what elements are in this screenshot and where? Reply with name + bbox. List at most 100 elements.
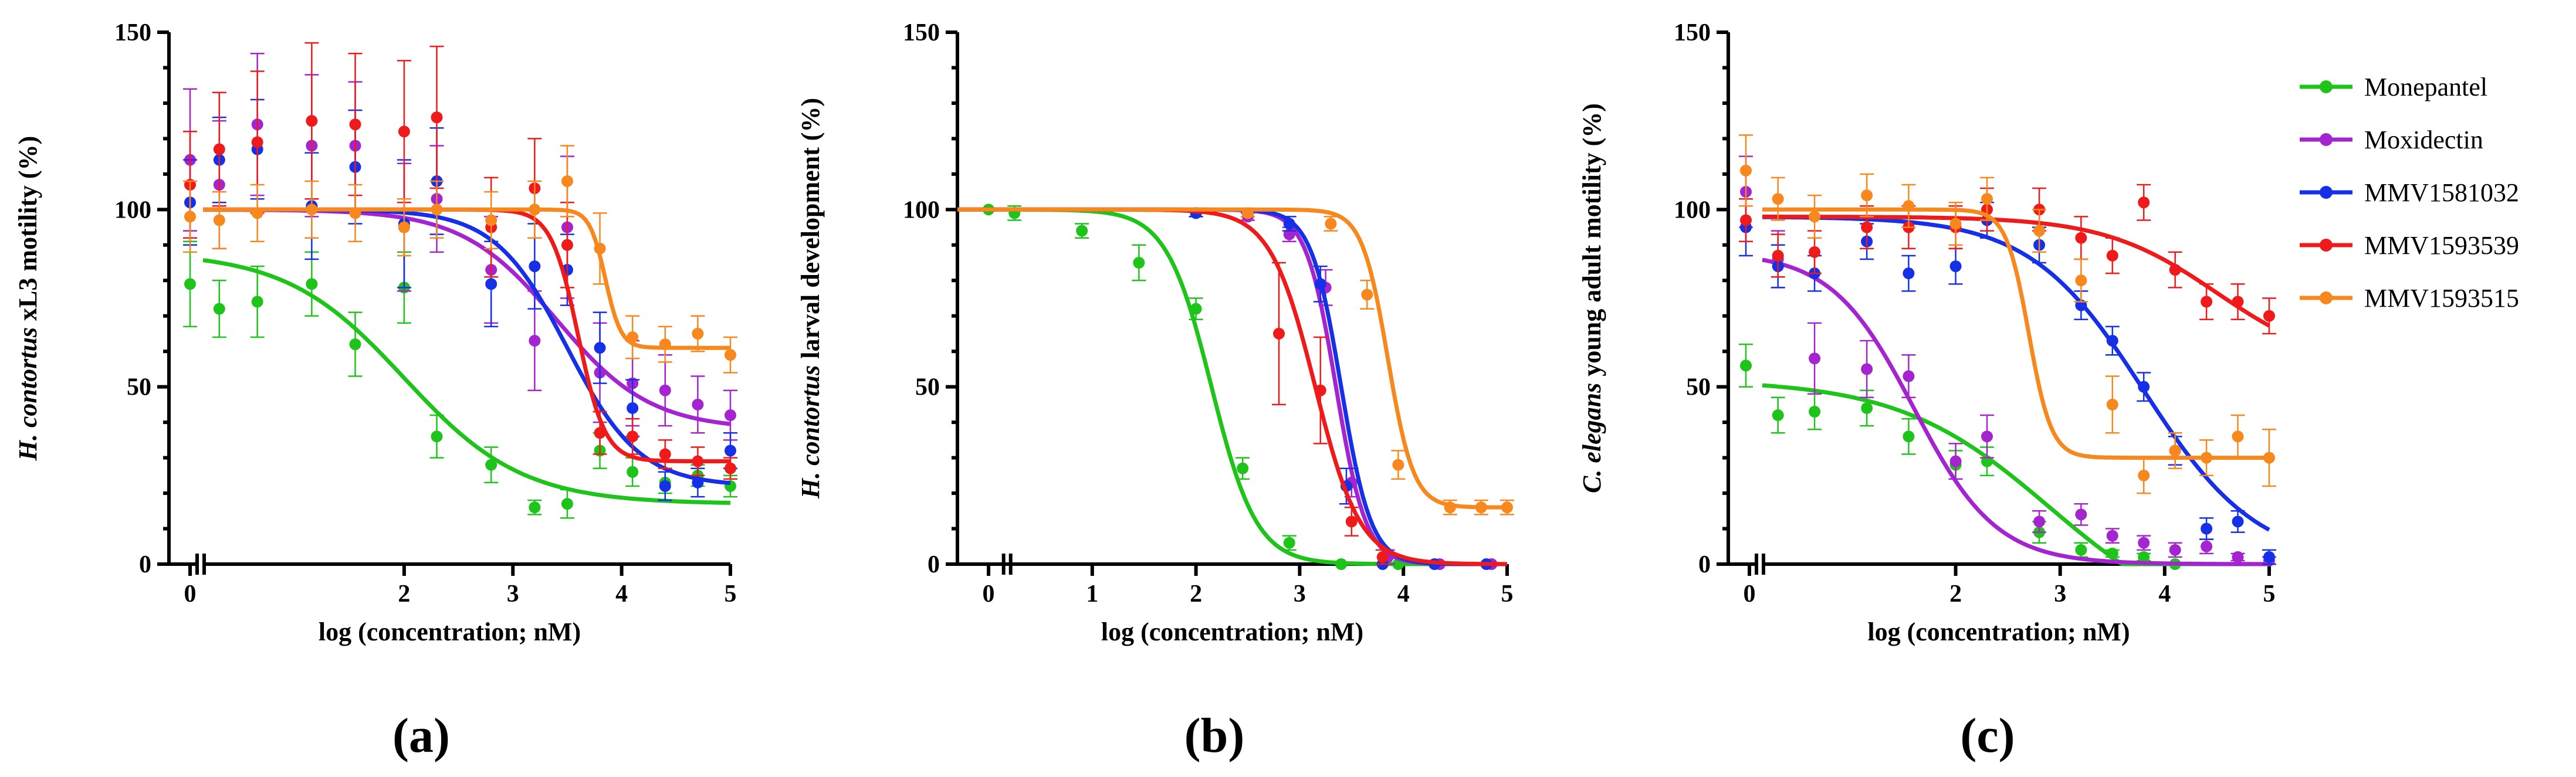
data-point xyxy=(1861,363,1873,375)
data-point xyxy=(1475,501,1487,514)
data-point xyxy=(561,175,573,187)
data-point xyxy=(659,338,671,351)
data-point xyxy=(1772,249,1784,262)
legend-label: Monepantel xyxy=(2364,73,2487,101)
y-axis-title-rest: larval development (%) xyxy=(796,98,825,365)
data-point xyxy=(692,398,704,410)
data-point xyxy=(2201,540,2213,552)
data-point xyxy=(1903,267,1915,280)
data-point xyxy=(1949,260,1962,273)
panel-a: 0 50 100 150 0 2 3 4 5 log (concentration; nM) H. … xyxy=(13,19,737,763)
data-point xyxy=(1501,501,1513,514)
data-point xyxy=(2138,537,2150,549)
data-point xyxy=(2169,544,2181,556)
panel-c: 0 50 100 150 0 2 3 4 5 log (concentration; nM) C. … xyxy=(1578,19,2276,763)
data-point xyxy=(1809,352,1821,365)
y-tick-label: 0 xyxy=(928,551,940,578)
data-point xyxy=(184,278,196,290)
data-point xyxy=(2232,296,2244,308)
data-point xyxy=(627,331,639,344)
x-tick-label: 5 xyxy=(725,581,737,608)
data-point xyxy=(1076,225,1088,237)
legend-item-moxidectin: Moxidectin xyxy=(2300,125,2483,154)
data-point xyxy=(485,459,497,471)
data-point xyxy=(594,427,606,439)
data-point xyxy=(2075,544,2087,556)
data-point xyxy=(213,303,225,315)
data-point xyxy=(1345,515,1358,528)
data-point xyxy=(398,125,410,138)
data-point xyxy=(1314,384,1326,396)
x-tick-label: 2 xyxy=(1190,581,1202,608)
fit-curve-moxidectin xyxy=(957,207,1507,566)
fit-curve-monepantel xyxy=(1762,383,2269,566)
data-point xyxy=(2232,430,2244,443)
data-point xyxy=(1273,327,1285,340)
x-axis-title: log (concentration; nM) xyxy=(319,617,581,646)
data-point xyxy=(627,402,639,414)
data-point xyxy=(1283,537,1295,549)
data-point xyxy=(2033,225,2046,237)
y-axis-title-italic: H. contortus xyxy=(13,327,42,461)
x-tick-label: 0 xyxy=(1744,581,1756,608)
fit-curve-mmv1593515 xyxy=(1762,207,2269,460)
series-mmv1581032 xyxy=(957,207,1507,570)
series-mmv1593515 xyxy=(957,207,1514,515)
data-point xyxy=(2106,398,2118,410)
panel-label: (c) xyxy=(1960,708,2015,763)
panel-label: (a) xyxy=(392,708,450,763)
data-point xyxy=(1949,455,1962,467)
y-axis-title: C. elegans young adult motility (%) xyxy=(1578,103,1606,493)
data-point xyxy=(2106,530,2118,542)
data-point xyxy=(2138,196,2150,209)
data-point xyxy=(561,498,573,510)
y-tick-label: 100 xyxy=(903,196,940,223)
series-moxidectin xyxy=(957,207,1507,570)
data-point xyxy=(725,445,736,457)
data-point xyxy=(485,278,497,290)
data-point xyxy=(2169,264,2181,276)
data-point xyxy=(1133,257,1145,269)
data-point xyxy=(2201,296,2213,308)
legend-label: MMV1581032 xyxy=(2364,178,2519,207)
fit-curve-mmv1593515 xyxy=(203,207,730,350)
data-point xyxy=(1444,501,1456,514)
data-point xyxy=(306,203,318,216)
data-point xyxy=(349,118,361,131)
data-point xyxy=(2138,469,2150,481)
fit-curve-mmv1593515 xyxy=(957,207,1507,510)
x-tick-label: 0 xyxy=(983,581,995,608)
x-tick-label: 4 xyxy=(1397,581,1410,608)
y-axis-title: H. contortus larval development (%) xyxy=(796,98,825,499)
x-tick-label: 5 xyxy=(1501,581,1514,608)
data-point xyxy=(1237,462,1249,474)
data-point xyxy=(431,111,443,124)
data-point xyxy=(692,476,704,488)
data-point xyxy=(725,409,736,422)
data-point xyxy=(529,501,541,514)
series-mmv1593539 xyxy=(1739,184,2276,335)
data-point xyxy=(1740,359,1752,372)
legend-swatch-marker xyxy=(2320,186,2333,199)
series-mmv1593515 xyxy=(1739,134,2276,494)
y-tick-label: 100 xyxy=(1674,196,1711,223)
data-point xyxy=(1981,193,1993,205)
data-point xyxy=(1809,405,1821,418)
data-point xyxy=(725,349,736,361)
data-point xyxy=(1949,218,1962,230)
data-point xyxy=(2075,508,2087,521)
data-point xyxy=(485,214,497,226)
x-axis-title: log (concentration; nM) xyxy=(1101,617,1363,646)
x-tick-label: 5 xyxy=(2263,581,2276,608)
series-mmv1593539 xyxy=(183,42,737,480)
data-point xyxy=(1903,200,1915,212)
data-point xyxy=(529,203,541,216)
x-tick-label: 2 xyxy=(1949,581,1962,608)
fit-curve-mmv1593539 xyxy=(1762,215,2270,328)
data-point xyxy=(1740,164,1752,177)
panel-b: 0 50 100 150 0 1 2 3 4 5 log (concentration; nM) H.… xyxy=(796,19,1514,763)
data-point xyxy=(1861,221,1873,233)
data-point xyxy=(1361,289,1373,301)
legend-label: Moxidectin xyxy=(2364,125,2483,154)
series-mmv1593539 xyxy=(957,207,1507,566)
